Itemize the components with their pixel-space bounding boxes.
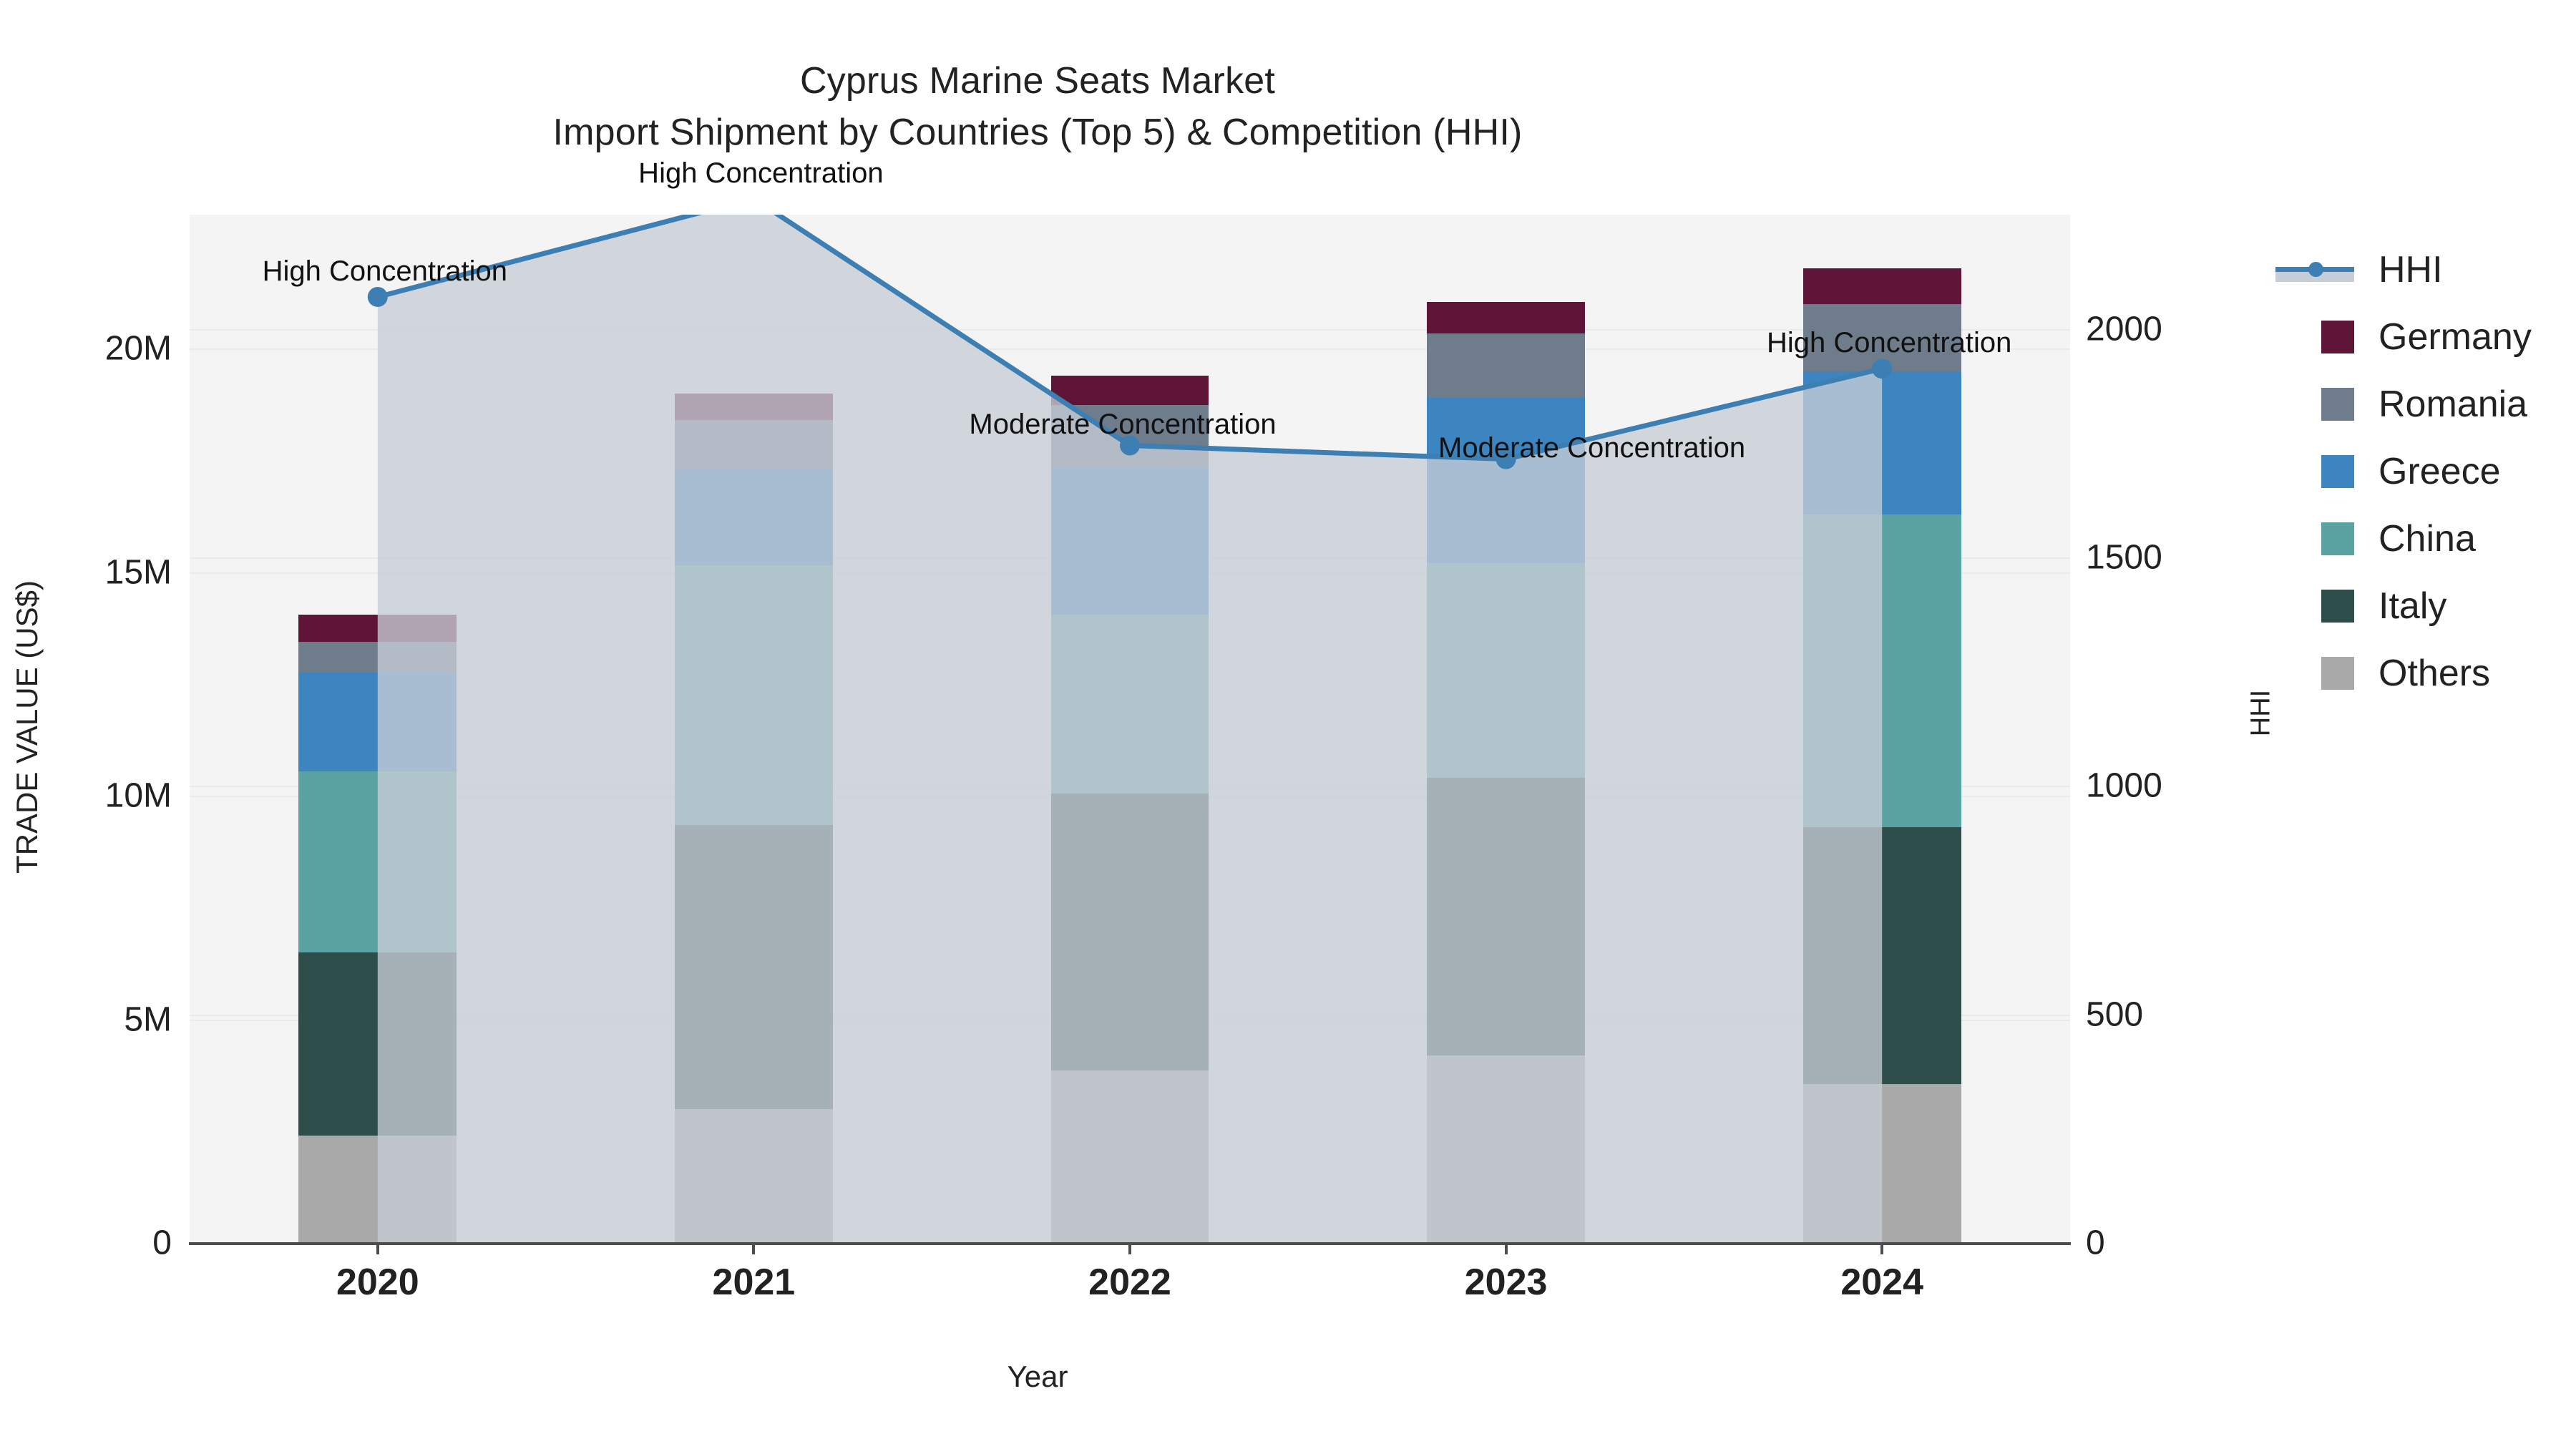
x-axis-title: Year [1007,1360,1068,1393]
legend-color-swatch [2321,321,2354,353]
hhi-annotation: Moderate Concentration [969,408,1277,440]
chart-title-line-2: Import Shipment by Countries (Top 5) & C… [552,111,1523,153]
legend-label: Others [2379,653,2491,694]
legend-item[interactable]: Germany [2275,303,2576,371]
y-axis-left-tick-label: 20M [104,329,172,368]
y-axis-right-tick-label: 2000 [2086,310,2162,348]
legend-item[interactable]: HHI [2275,236,2576,303]
x-axis-tick [752,1243,756,1254]
x-axis-tick-label: 2024 [1840,1262,1924,1303]
legend-color-swatch [2321,388,2354,421]
x-axis-tick [1128,1243,1131,1254]
y-axis-left-tick-label: 10M [104,776,172,815]
x-axis-tick-label: 2022 [1088,1262,1171,1303]
legend-item[interactable]: Others [2275,640,2576,707]
hhi-annotation: High Concentration [262,255,508,287]
legend-item[interactable]: China [2275,505,2576,572]
legend-label: Greece [2379,451,2501,492]
legend-label: HHI [2379,249,2443,291]
hhi-annotation: Moderate Concentration [1438,431,1746,464]
y-axis-right-tick-label: 500 [2086,995,2144,1034]
y-axis-left-labels: 0 5M 10M 15M 20M [0,0,172,1449]
legend-label: Romania [2379,384,2528,425]
y-axis-right-tick-label: 1500 [2086,538,2162,577]
x-axis-tick-label: 2021 [712,1262,796,1303]
y-axis-left-tick-label: 5M [124,1000,172,1039]
legend-item[interactable]: Romania [2275,371,2576,438]
y-axis-right-tick-label: 1000 [2086,766,2162,805]
legend-color-swatch [2321,455,2354,488]
x-axis-tick-label: 2020 [336,1262,419,1303]
legend-item[interactable]: Greece [2275,438,2576,505]
chart-title-line-1: Cyprus Marine Seats Market [799,60,1276,102]
y-axis-right-labels: 0 500 1000 1500 2000 [2086,0,2272,1449]
x-axis-tick [376,1243,379,1254]
legend-color-swatch [2321,522,2354,555]
x-axis-tick [1504,1243,1508,1254]
chart-title: Cyprus Marine Seats Market Import Shipme… [0,56,2075,159]
legend-color-swatch [2321,590,2354,623]
legend-line-marker-icon [2275,253,2354,286]
legend-label: China [2379,518,2476,560]
legend-label: Italy [2379,585,2447,627]
legend: HHI Germany Romania Greece China Italy Others [2275,236,2576,707]
legend-label: Germany [2379,316,2532,358]
x-axis-tick-label: 2023 [1464,1262,1548,1303]
hhi-annotation: High Concentration [638,157,884,189]
y-axis-left-tick-label: 0 [152,1224,172,1262]
legend-color-swatch [2321,657,2354,690]
legend-item[interactable]: Italy [2275,572,2576,640]
x-axis-tick [1880,1243,1884,1254]
hhi-annotation: High Concentration [1766,327,2012,359]
y-axis-right-tick-label: 0 [2086,1224,2105,1262]
y-axis-left-tick-label: 15M [104,553,172,592]
